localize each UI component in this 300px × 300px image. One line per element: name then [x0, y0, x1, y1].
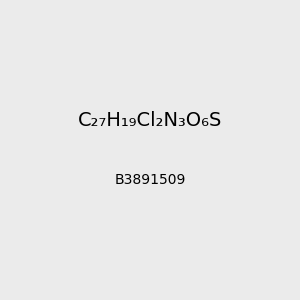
Text: C₂₇H₁₉Cl₂N₃O₆S: C₂₇H₁₉Cl₂N₃O₆S: [78, 110, 222, 130]
Text: B3891509: B3891509: [114, 173, 186, 187]
